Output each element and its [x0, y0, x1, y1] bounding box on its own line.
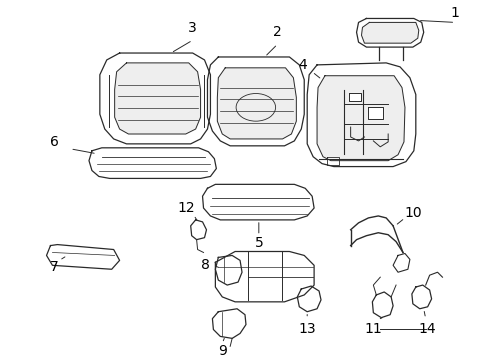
Polygon shape — [46, 244, 120, 269]
Text: 7: 7 — [50, 260, 59, 274]
Polygon shape — [215, 252, 313, 302]
Polygon shape — [297, 286, 320, 312]
Polygon shape — [356, 18, 423, 47]
Text: 5: 5 — [254, 235, 263, 249]
Polygon shape — [367, 107, 383, 119]
Polygon shape — [316, 76, 404, 161]
Polygon shape — [212, 309, 245, 338]
Text: 13: 13 — [298, 321, 315, 336]
Polygon shape — [371, 292, 392, 318]
Polygon shape — [215, 256, 242, 285]
Polygon shape — [361, 22, 418, 43]
Text: 4: 4 — [297, 58, 306, 72]
Polygon shape — [114, 63, 200, 134]
Text: 6: 6 — [50, 135, 59, 149]
Polygon shape — [190, 220, 206, 240]
Text: 12: 12 — [177, 201, 194, 215]
Polygon shape — [326, 157, 338, 165]
Polygon shape — [348, 93, 360, 102]
Text: 2: 2 — [273, 25, 282, 39]
Polygon shape — [202, 184, 313, 220]
Polygon shape — [207, 57, 304, 146]
Polygon shape — [411, 285, 431, 309]
Text: 14: 14 — [418, 323, 436, 337]
Polygon shape — [392, 253, 409, 272]
Text: 10: 10 — [403, 206, 421, 220]
Text: 1: 1 — [450, 5, 459, 19]
Polygon shape — [306, 63, 415, 167]
Polygon shape — [217, 68, 296, 139]
Text: 3: 3 — [188, 21, 197, 35]
Polygon shape — [100, 53, 210, 144]
Text: 9: 9 — [217, 344, 226, 358]
Text: 11: 11 — [364, 323, 382, 337]
Text: 8: 8 — [201, 258, 209, 272]
Polygon shape — [89, 148, 216, 179]
